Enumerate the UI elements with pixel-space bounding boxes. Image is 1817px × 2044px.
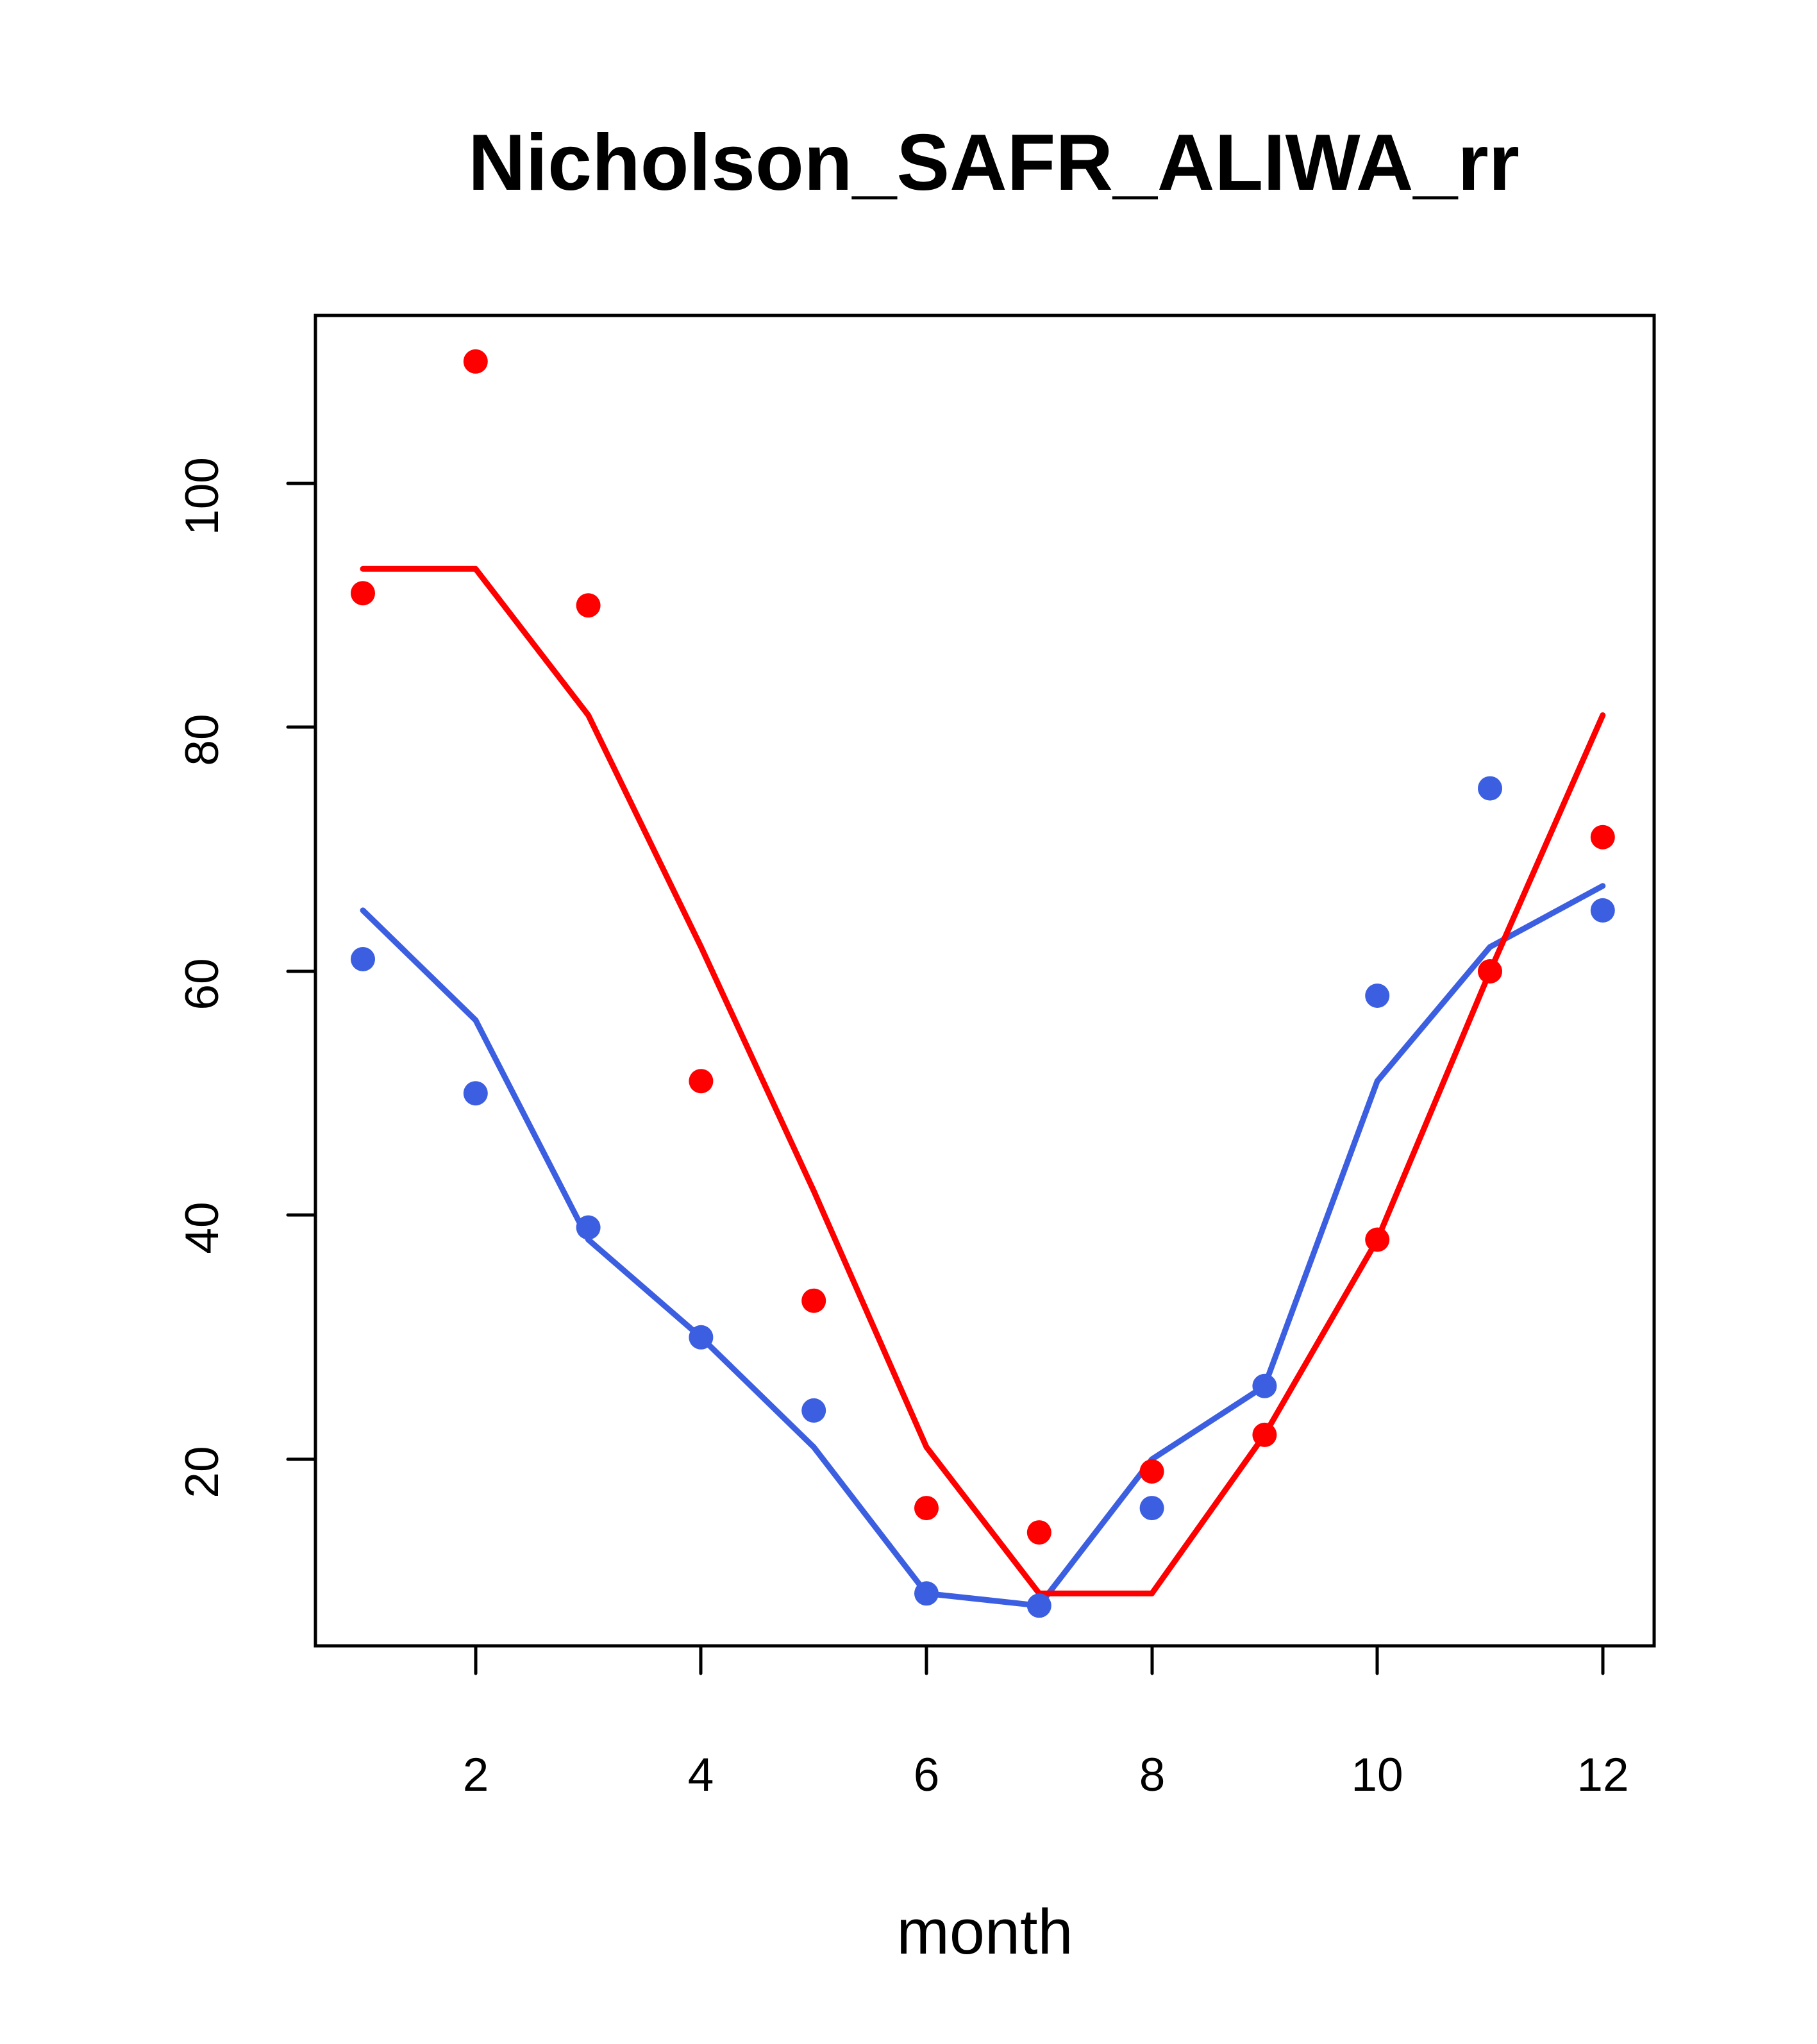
svg-text:8: 8 bbox=[1139, 1749, 1166, 1801]
svg-text:Nicholson_SAFR_ALIWA_rr: Nicholson_SAFR_ALIWA_rr bbox=[468, 119, 1520, 207]
svg-text:2: 2 bbox=[463, 1749, 489, 1801]
svg-text:80: 80 bbox=[176, 714, 228, 766]
svg-text:month: month bbox=[896, 1896, 1073, 1967]
svg-text:20: 20 bbox=[176, 1446, 228, 1498]
svg-text:40: 40 bbox=[176, 1202, 228, 1253]
svg-text:10: 10 bbox=[1351, 1749, 1403, 1801]
svg-text:6: 6 bbox=[914, 1749, 940, 1801]
svg-text:100: 100 bbox=[176, 457, 228, 535]
svg-text:12: 12 bbox=[1577, 1749, 1629, 1801]
svg-text:60: 60 bbox=[176, 958, 228, 1010]
svg-text:4: 4 bbox=[688, 1749, 714, 1801]
